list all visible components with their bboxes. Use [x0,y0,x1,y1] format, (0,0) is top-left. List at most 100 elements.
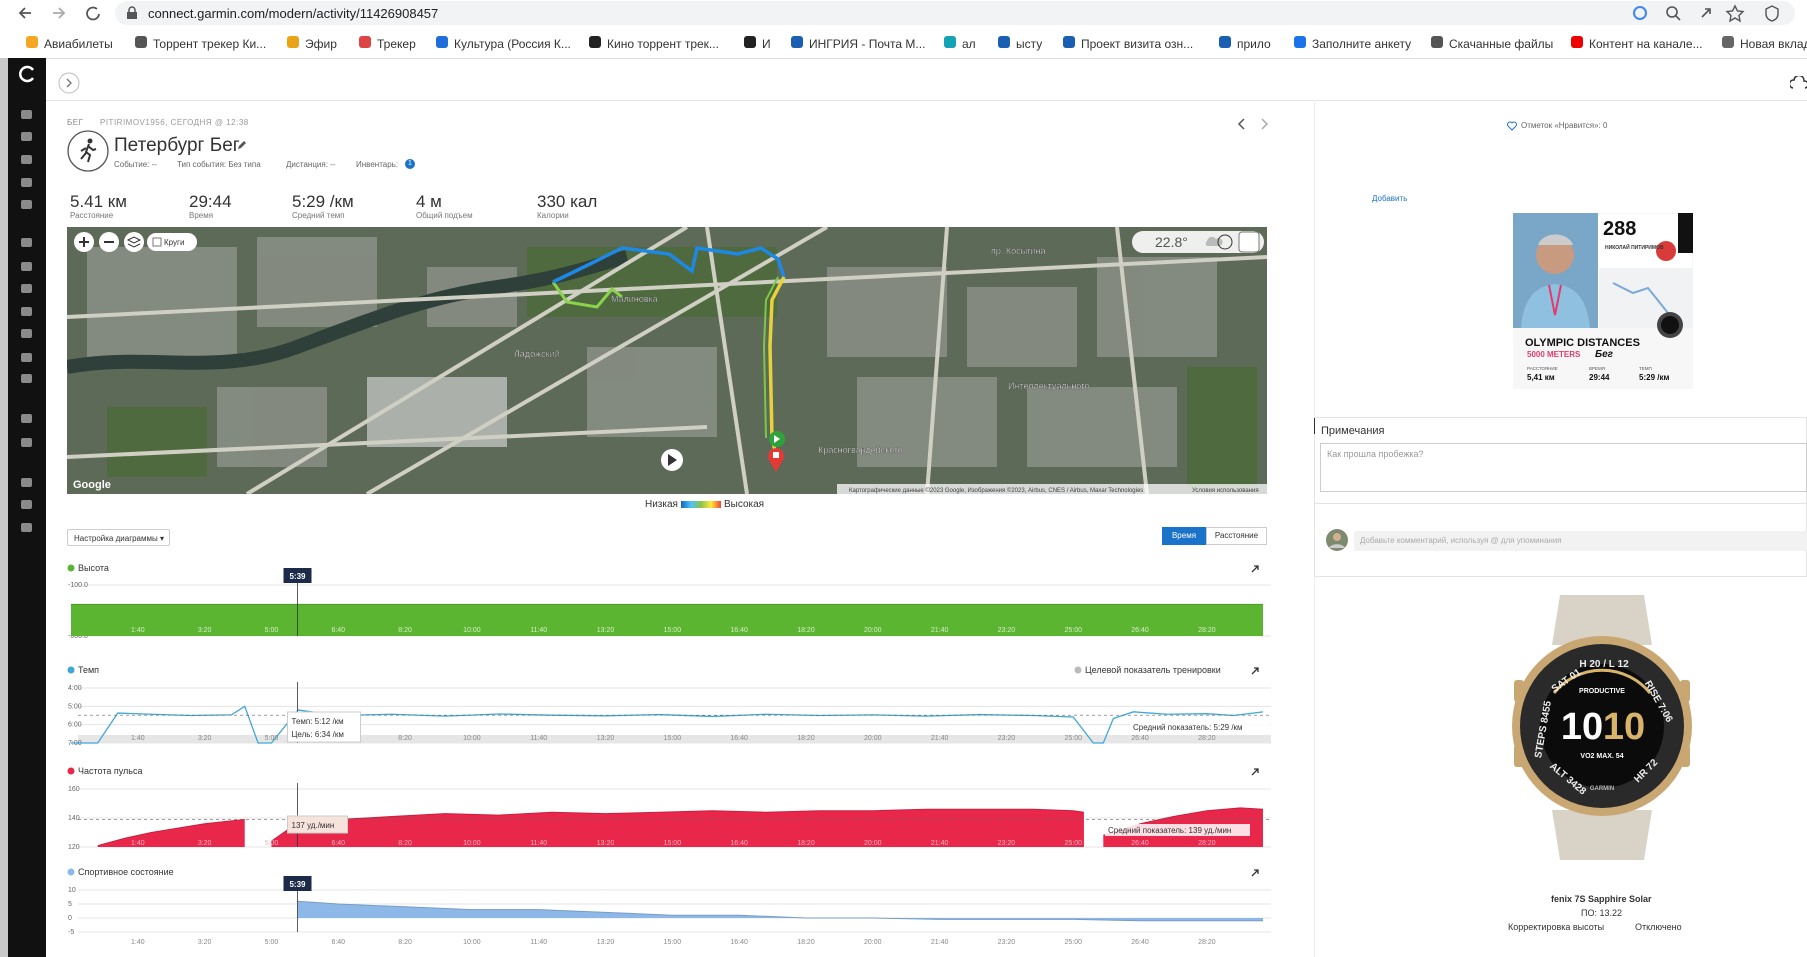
x-tick-label: 25:00 [1064,627,1082,634]
chart-settings[interactable]: Настройка диаграммы ▾ [67,529,170,546]
activity-field[interactable]: Дистанция: -- [286,160,336,169]
bookmark-icon[interactable] [1431,36,1443,48]
play-button[interactable] [661,449,683,471]
expand-chart[interactable] [1251,768,1259,776]
bookmark-icon[interactable] [436,36,448,48]
activity-field[interactable]: Инвентарь: [356,160,399,169]
bookmark[interactable]: Культура (Россия К... [454,37,571,51]
nav-icon[interactable] [21,523,32,532]
nav-icon[interactable] [21,110,32,119]
expand-button[interactable] [58,72,82,96]
nav-icon[interactable] [21,132,32,141]
x-tick-label: 18:20 [797,735,815,742]
bookmark[interactable]: ысту [1016,37,1043,51]
notes-placeholder: Как прошла пробежка? [1327,449,1424,459]
target-legend[interactable]: Целевой показатель тренировки [1085,665,1221,675]
distance-toggle[interactable]: Расстояние [1206,527,1267,545]
x-tick-label: 26:40 [1131,627,1149,634]
like-icon[interactable] [1506,120,1518,132]
activity-field[interactable]: Тип события: Без типа [177,160,261,169]
nav-icon[interactable] [21,238,32,247]
x-tick-label: 5:00 [265,627,279,634]
bookmark[interactable]: прило [1237,37,1271,51]
x-tick-label: 21:40 [931,939,949,946]
x-tick-label: 11:40 [530,627,547,634]
forward-button[interactable] [53,7,66,19]
sport-type[interactable]: БЕГ [67,118,84,127]
nav-icon[interactable] [21,478,32,487]
bookmark-icon[interactable] [998,36,1010,48]
nav-icon[interactable] [21,284,32,293]
track [552,246,786,284]
elevation-status[interactable]: Отключено [1635,922,1682,932]
bookmark[interactable]: Трекер [377,37,416,51]
fullscreen-button[interactable] [1238,231,1260,253]
bookmark[interactable]: Скачанные файлы [1449,37,1554,51]
expand-chart[interactable] [1251,565,1259,573]
bookmark-icon[interactable] [287,36,299,48]
bookmark[interactable]: И [762,37,771,51]
watch-hours: 10 [1561,706,1603,748]
nav-icon[interactable] [21,438,32,447]
nav-icon[interactable] [21,500,32,509]
zoom-controls[interactable] [74,232,144,252]
bookmark-icon[interactable] [1571,36,1583,48]
prev-next[interactable] [1236,116,1272,132]
bookmark-icon[interactable] [26,36,38,48]
edit-icon[interactable] [236,139,248,151]
logo[interactable] [19,65,35,83]
pace-line [71,705,1264,744]
nav-icon[interactable] [21,307,32,316]
bookmark-icon[interactable] [1294,36,1306,48]
add-photo[interactable]: Добавить [1372,194,1408,203]
bookmark-icon[interactable] [944,36,956,48]
map-roads [67,227,1267,494]
laps-checkbox[interactable] [152,237,162,247]
expand-chart[interactable] [1251,667,1259,675]
nav-icon[interactable] [21,353,32,362]
back-button[interactable] [18,7,31,19]
time-toggle[interactable]: Время [1162,527,1206,545]
bookmark[interactable]: Заполните анкету [1312,37,1412,51]
nav-icon[interactable] [21,374,32,383]
bookmark-icon[interactable] [1219,36,1231,48]
bookmark-icon[interactable] [359,36,371,48]
badge-stat-value: 5:29 /км [1639,373,1669,382]
bookmark[interactable]: Авиабилеты [44,37,113,51]
nav-icon[interactable] [21,178,32,187]
bookmark[interactable]: ИНГРИЯ - Почта М... [809,37,926,51]
nav-icon[interactable] [21,155,32,164]
bookmark-icon[interactable] [744,36,756,48]
bookmark[interactable]: Проект визита озн... [1081,37,1194,51]
bookmark-icon[interactable] [1722,36,1734,48]
x-tick-label: 26:40 [1131,939,1149,946]
lock-icon [127,6,137,19]
bookmark[interactable]: Кино торрент трек... [607,37,719,51]
upload-icon[interactable] [1790,76,1807,90]
nav-icon[interactable] [21,200,32,209]
map[interactable]: Круги 22.8° Малиновка Ладожский пр. Косыгина… [67,227,1267,494]
expand-chart[interactable] [1251,869,1259,877]
bookmark-icon[interactable] [589,36,601,48]
bookmark[interactable]: Новая вклад [1740,37,1807,51]
activity-title[interactable]: Петербург Бег [114,135,240,156]
comment-input[interactable] [1354,531,1807,551]
bookmark-icon[interactable] [791,36,803,48]
bookmark[interactable]: Контент на канале... [1589,37,1703,51]
tooltip-text: Темп: 5:12 /км [292,717,344,726]
bookmark-icon[interactable] [1063,36,1075,48]
bookmark[interactable]: ал [962,37,976,51]
bookmark[interactable]: Эфир [305,37,337,51]
tooltip [287,711,362,743]
x-tick-label: 6:40 [331,627,345,634]
x-tick-label: 25:00 [1064,939,1082,946]
reload-button[interactable] [86,6,100,21]
gear-count[interactable]: 1 [405,159,415,169]
bookmark[interactable]: Торрент трекер Ки... [153,37,267,51]
address-bar[interactable] [115,1,1795,25]
nav-icon[interactable] [21,414,32,423]
activity-field[interactable]: Событие: -- [114,160,157,169]
nav-icon[interactable] [21,262,32,271]
nav-icon[interactable] [21,329,32,338]
bookmark-icon[interactable] [135,36,147,48]
